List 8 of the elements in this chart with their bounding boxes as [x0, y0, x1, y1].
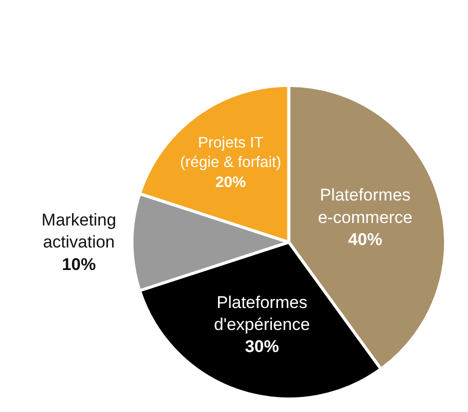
slice-label: Projets IT (régie & forfait)	[180, 134, 282, 172]
slice-label: Plateformes e-commerce	[318, 186, 412, 227]
data-label: 20%	[215, 174, 246, 192]
data-label: 30%	[244, 337, 279, 356]
data-label: 10%	[62, 254, 96, 274]
slice-label: Plateformes d'expérience	[214, 293, 310, 334]
data-label: 40%	[348, 230, 382, 249]
slice-label: Marketing activation	[42, 210, 116, 252]
